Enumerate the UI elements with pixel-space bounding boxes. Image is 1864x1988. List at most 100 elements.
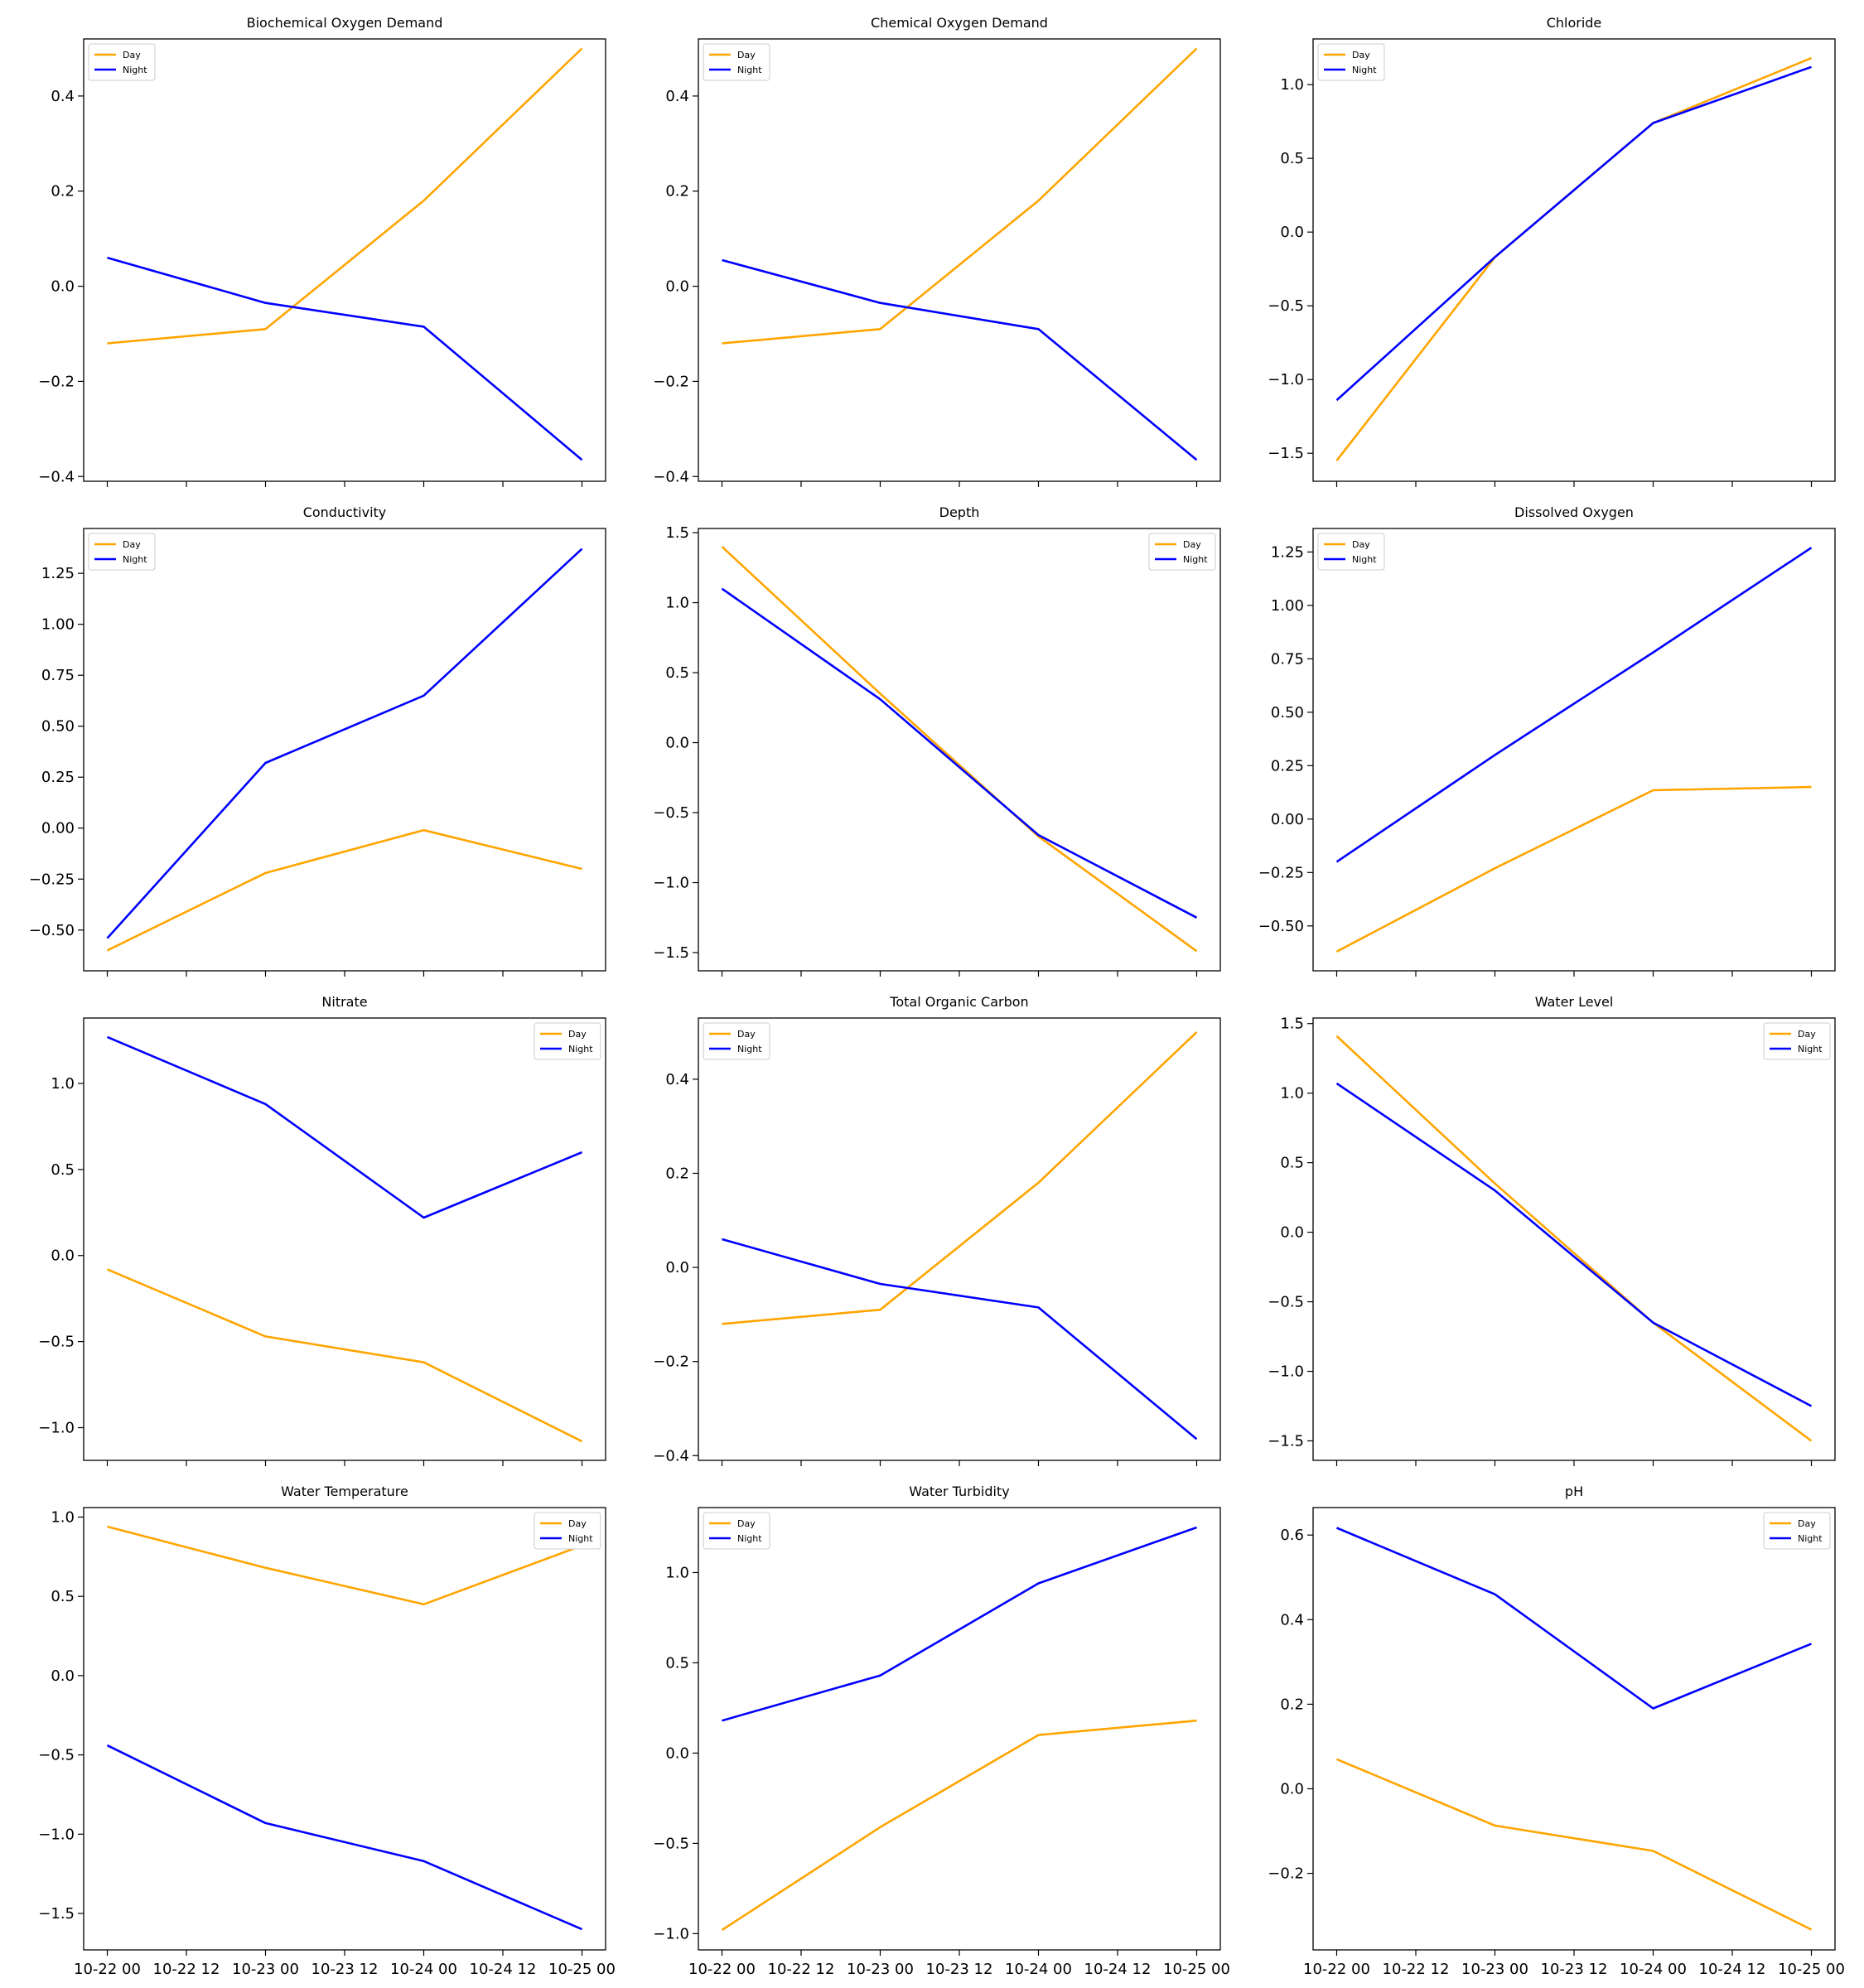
legend-box bbox=[1763, 1022, 1831, 1060]
y-tick-label: 0.25 bbox=[41, 769, 75, 786]
y-tick-label: 0.4 bbox=[1280, 1611, 1304, 1629]
y-tick-label: 1.5 bbox=[1280, 1016, 1304, 1033]
x-tick-label: 10-25 00 bbox=[1778, 1961, 1845, 1978]
y-tick-label: 0.75 bbox=[41, 667, 75, 684]
axes-frame bbox=[1312, 38, 1836, 482]
legend-label-day: Day bbox=[737, 1518, 756, 1529]
legend-label-night: Night bbox=[568, 1044, 593, 1054]
subplot-title: Chemical Oxygen Demand bbox=[871, 15, 1048, 31]
y-tick-label: 0.25 bbox=[1271, 757, 1304, 774]
y-tick-label: 0.2 bbox=[665, 1165, 689, 1182]
legend: Day Night bbox=[703, 1512, 770, 1550]
y-tick-label: −1.0 bbox=[1268, 1363, 1304, 1381]
x-tick-label: 10-24 00 bbox=[1005, 1961, 1072, 1978]
y-tick-label: −0.2 bbox=[38, 373, 75, 390]
legend: Day Night bbox=[1763, 1512, 1831, 1550]
x-tick-label: 10-25 00 bbox=[1163, 1961, 1230, 1978]
legend-label-night: Night bbox=[1798, 1533, 1823, 1544]
y-tick-label: 1.0 bbox=[1280, 76, 1304, 94]
subplot-biochemical-oxygen-demand: Biochemical Oxygen Demand −0.4 −0.2 0.0 0.2 0… bbox=[38, 15, 606, 487]
y-tick-label: 1.0 bbox=[51, 1075, 75, 1093]
legend-label-night: Night bbox=[1798, 1044, 1823, 1054]
y-tick-label: −0.4 bbox=[653, 1447, 689, 1464]
y-tick-label: 0.5 bbox=[1280, 150, 1304, 167]
y-tick-label: 0.2 bbox=[51, 183, 75, 200]
y-tick-label: 0.4 bbox=[665, 88, 689, 105]
subplot-title: Dissolved Oxygen bbox=[1514, 504, 1634, 520]
y-tick-label: 0.0 bbox=[1280, 224, 1304, 241]
legend-label-night: Night bbox=[1352, 554, 1377, 565]
legend: Day Night bbox=[1317, 533, 1385, 571]
series-line-night bbox=[722, 1238, 1198, 1440]
x-tick-label: 10-24 00 bbox=[1620, 1961, 1687, 1978]
subplot-conductivity: Conductivity −0.50 −0.25 0.00 0.25 0.50 0.75 1.… bbox=[29, 504, 606, 977]
series-line-night bbox=[721, 587, 1198, 919]
subplot-title: Water Turbidity bbox=[909, 1484, 1009, 1499]
y-tick-label: −0.5 bbox=[38, 1747, 75, 1764]
legend-label-night: Night bbox=[123, 65, 147, 75]
y-tick-label: −0.4 bbox=[38, 468, 75, 485]
y-tick-label: 0.5 bbox=[665, 1654, 689, 1672]
y-tick-label: −0.5 bbox=[1268, 1294, 1304, 1311]
legend-box bbox=[703, 43, 770, 81]
legend: Day Night bbox=[1763, 1022, 1831, 1060]
x-tick-label: 10-24 12 bbox=[470, 1961, 537, 1978]
axes-frame bbox=[1312, 528, 1836, 972]
series-line-day bbox=[721, 546, 1198, 953]
legend-label-day: Day bbox=[568, 1029, 587, 1040]
series-line-day bbox=[106, 1268, 583, 1443]
series-line-night bbox=[722, 258, 1198, 461]
y-tick-label: −0.25 bbox=[29, 871, 75, 888]
y-tick-label: −1.0 bbox=[1268, 371, 1304, 388]
subplot-chloride: Chloride −1.5 −1.0 −0.5 0.0 0.5 1.0 Day Night bbox=[1268, 15, 1836, 487]
y-tick-label: 0.0 bbox=[51, 1247, 75, 1265]
x-tick-label: 10-22 00 bbox=[1303, 1961, 1370, 1978]
axes-frame bbox=[1312, 1017, 1836, 1461]
y-tick-label: −1.5 bbox=[1268, 445, 1304, 462]
y-tick-label: 0.2 bbox=[1280, 1696, 1304, 1713]
legend-label-night: Night bbox=[737, 1533, 762, 1544]
x-tick-label: 10-24 12 bbox=[1699, 1961, 1766, 1978]
subplot-water-turbidity: Water Turbidity −1.0 −0.5 0.0 0.5 1.0 10-22 00… bbox=[653, 1484, 1230, 1978]
axes-frame bbox=[698, 1017, 1221, 1461]
legend-box bbox=[88, 533, 156, 571]
legend-label-day: Day bbox=[1352, 539, 1370, 550]
series-line-night bbox=[1335, 1082, 1813, 1407]
subplot-title: Water Temperature bbox=[281, 1484, 408, 1499]
y-tick-label: 0.5 bbox=[51, 1588, 75, 1605]
legend-label-day: Day bbox=[1183, 539, 1201, 550]
series-line-day bbox=[107, 47, 583, 345]
axes-frame bbox=[83, 528, 606, 972]
axes-frame bbox=[698, 1507, 1221, 1951]
y-tick-label: 0.50 bbox=[41, 718, 75, 736]
y-tick-label: −0.2 bbox=[653, 373, 689, 390]
legend: Day Night bbox=[88, 43, 156, 81]
legend: Day Night bbox=[534, 1512, 601, 1550]
series-line-night bbox=[722, 1526, 1197, 1722]
series-line-night bbox=[107, 256, 583, 461]
y-tick-label: 0.0 bbox=[51, 278, 75, 296]
x-tick-label: 10-23 00 bbox=[232, 1961, 299, 1978]
y-tick-label: 0.5 bbox=[51, 1161, 75, 1179]
y-tick-label: −1.5 bbox=[653, 944, 689, 962]
legend-box bbox=[88, 43, 156, 81]
y-tick-label: 0.5 bbox=[1280, 1155, 1304, 1172]
y-tick-label: 0.75 bbox=[1271, 650, 1304, 668]
series-line-night bbox=[1335, 547, 1813, 863]
subplot-dissolved-oxygen: Dissolved Oxygen −0.50 −0.25 0.00 0.25 0.50 0.… bbox=[1258, 504, 1836, 977]
legend-label-day: Day bbox=[123, 50, 141, 60]
y-tick-label: 0.0 bbox=[1280, 1780, 1304, 1797]
legend-label-night: Night bbox=[123, 554, 147, 565]
legend: Day Night bbox=[88, 533, 156, 571]
y-tick-label: −0.5 bbox=[1268, 297, 1304, 315]
subplot-total-organic-carbon: Total Organic Carbon −0.4 −0.2 0.0 0.2 0.4 Day… bbox=[653, 994, 1221, 1466]
y-tick-label: −0.25 bbox=[1258, 864, 1304, 881]
subplot-title: Biochemical Oxygen Demand bbox=[247, 15, 443, 31]
subplot-water-level: Water Level −1.5 −1.0 −0.5 0.0 0.5 1.0 1.5 Day Ni… bbox=[1268, 994, 1836, 1466]
legend-label-day: Day bbox=[737, 50, 756, 60]
legend-box bbox=[1763, 1512, 1831, 1550]
x-tick-label: 10-23 12 bbox=[926, 1961, 993, 1978]
axes-frame bbox=[83, 38, 606, 482]
legend-label-day: Day bbox=[123, 539, 141, 550]
y-tick-label: −1.5 bbox=[1268, 1432, 1304, 1450]
